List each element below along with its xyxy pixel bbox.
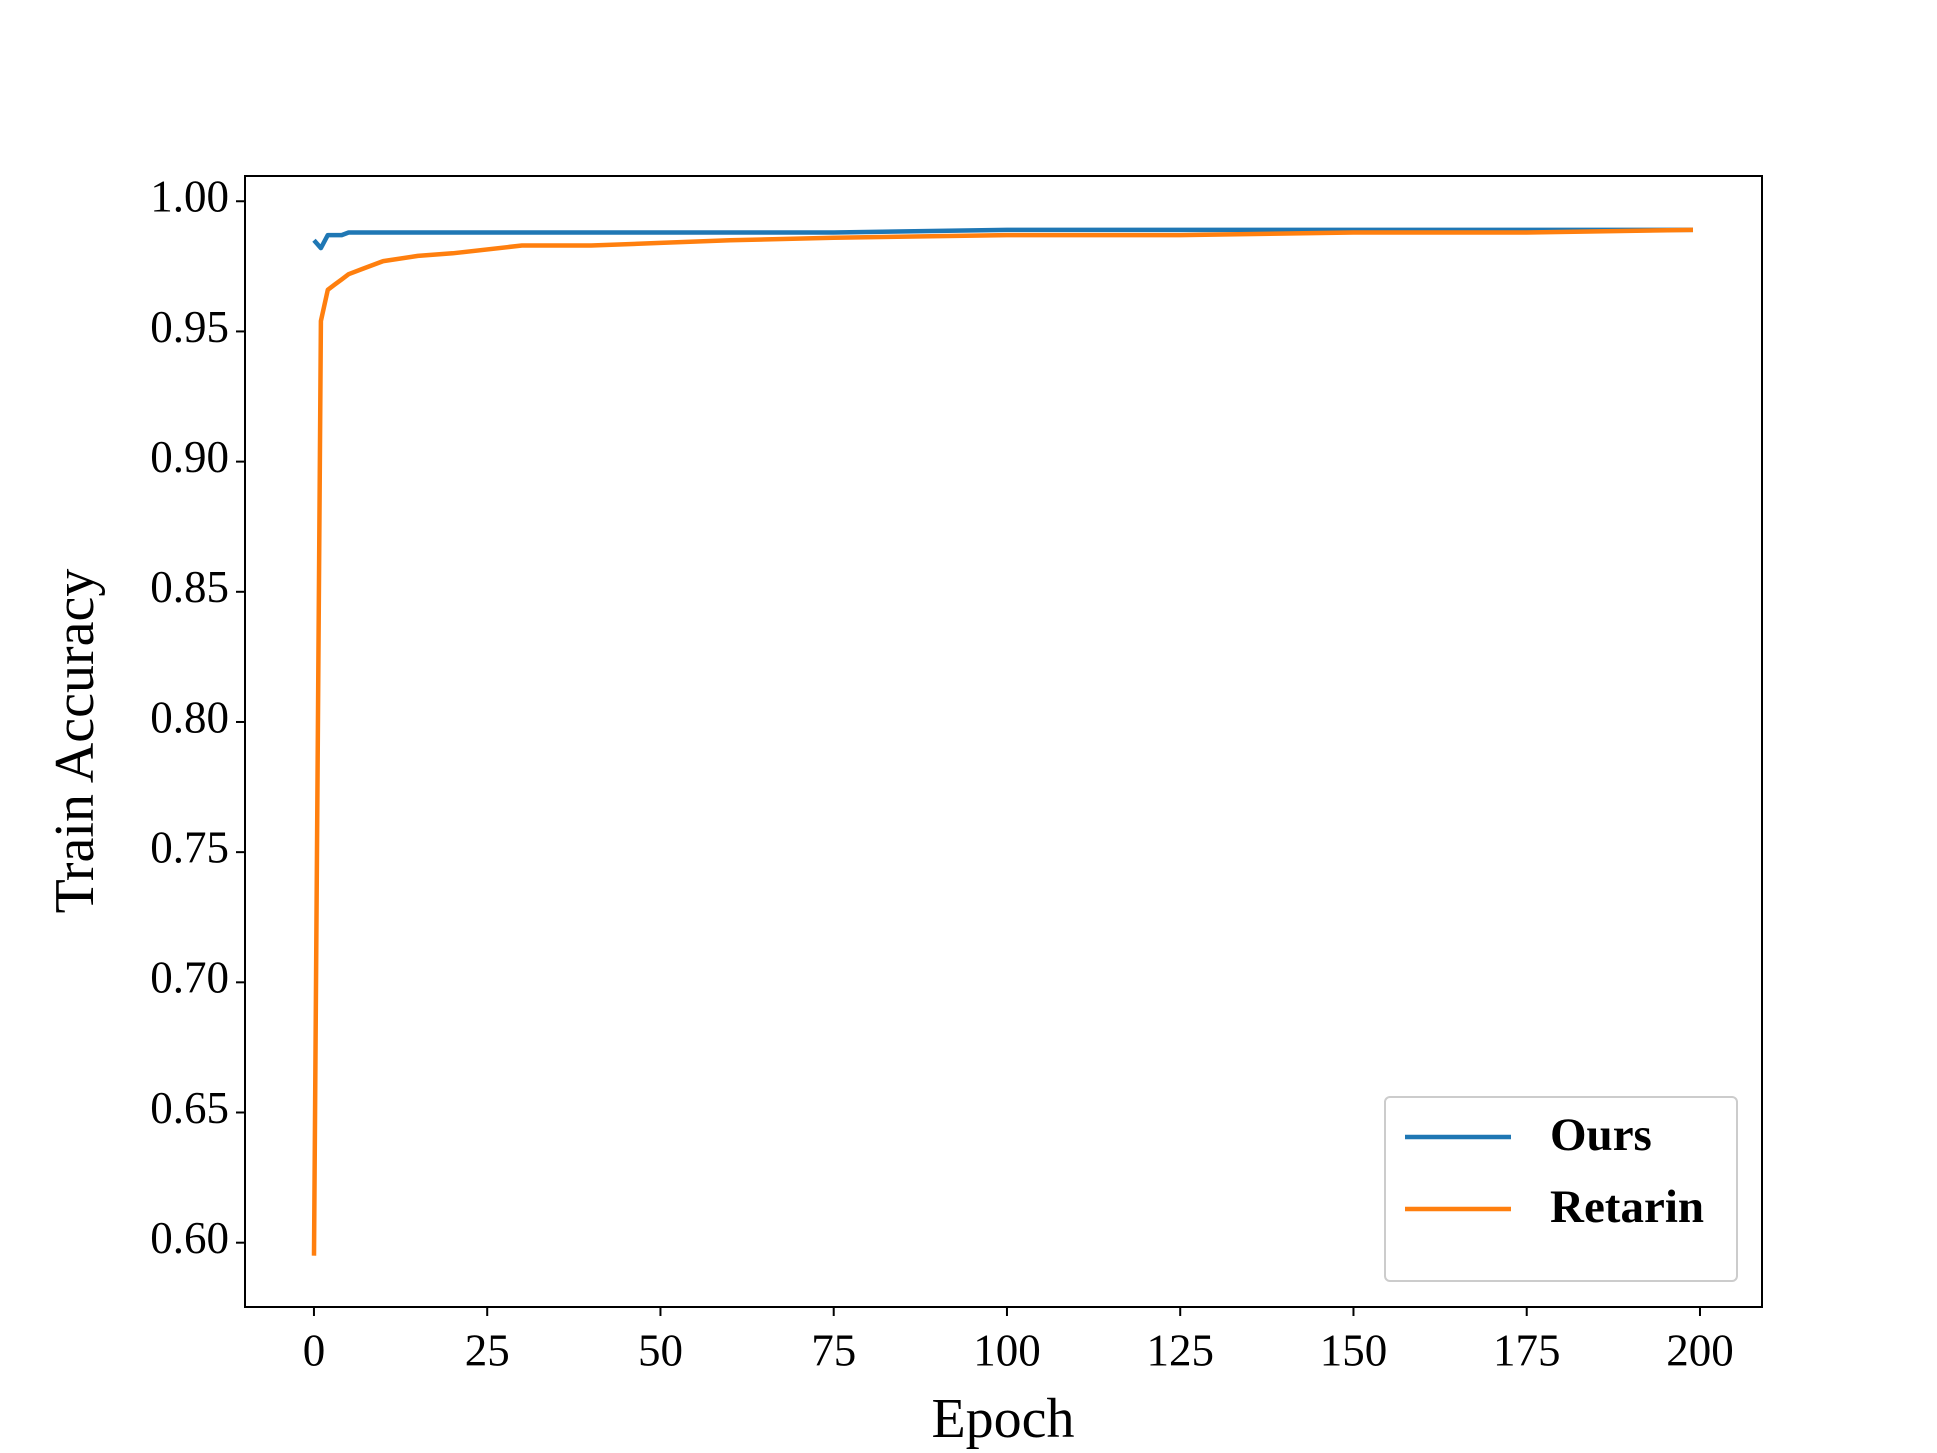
x-tick-label: 150	[1320, 1325, 1388, 1375]
y-tick-label: 0.65	[150, 1083, 229, 1133]
x-tick-label: 175	[1493, 1325, 1561, 1375]
y-tick-label: 0.80	[150, 692, 229, 742]
legend-label: Retarin	[1550, 1181, 1704, 1233]
y-tick-label: 0.85	[150, 562, 229, 612]
y-axis-label: Train Accuracy	[44, 569, 106, 914]
x-tick-label: 50	[638, 1325, 683, 1375]
y-tick-label: 0.60	[150, 1213, 229, 1263]
x-tick-label: 100	[973, 1325, 1041, 1375]
line-series	[312, 227, 1693, 251]
legend-box	[1384, 1096, 1738, 1282]
x-tick-label: 200	[1666, 1325, 1734, 1375]
y-tick-label: 1.00	[150, 172, 229, 222]
y-tick-label: 0.95	[150, 302, 229, 352]
x-tick-label: 25	[465, 1325, 510, 1375]
y-tick-label: 0.70	[150, 953, 229, 1003]
x-axis-label: Epoch	[931, 1388, 1074, 1450]
line-series	[311, 227, 1694, 1256]
x-tick-label: 125	[1146, 1325, 1214, 1375]
legend-label: Ours	[1550, 1109, 1652, 1161]
plot-frame	[244, 175, 1763, 1308]
y-tick-label: 0.75	[150, 822, 229, 872]
x-tick-label: 0	[303, 1325, 326, 1375]
x-tick-label: 75	[811, 1325, 856, 1375]
y-tick-label: 0.90	[150, 432, 229, 482]
